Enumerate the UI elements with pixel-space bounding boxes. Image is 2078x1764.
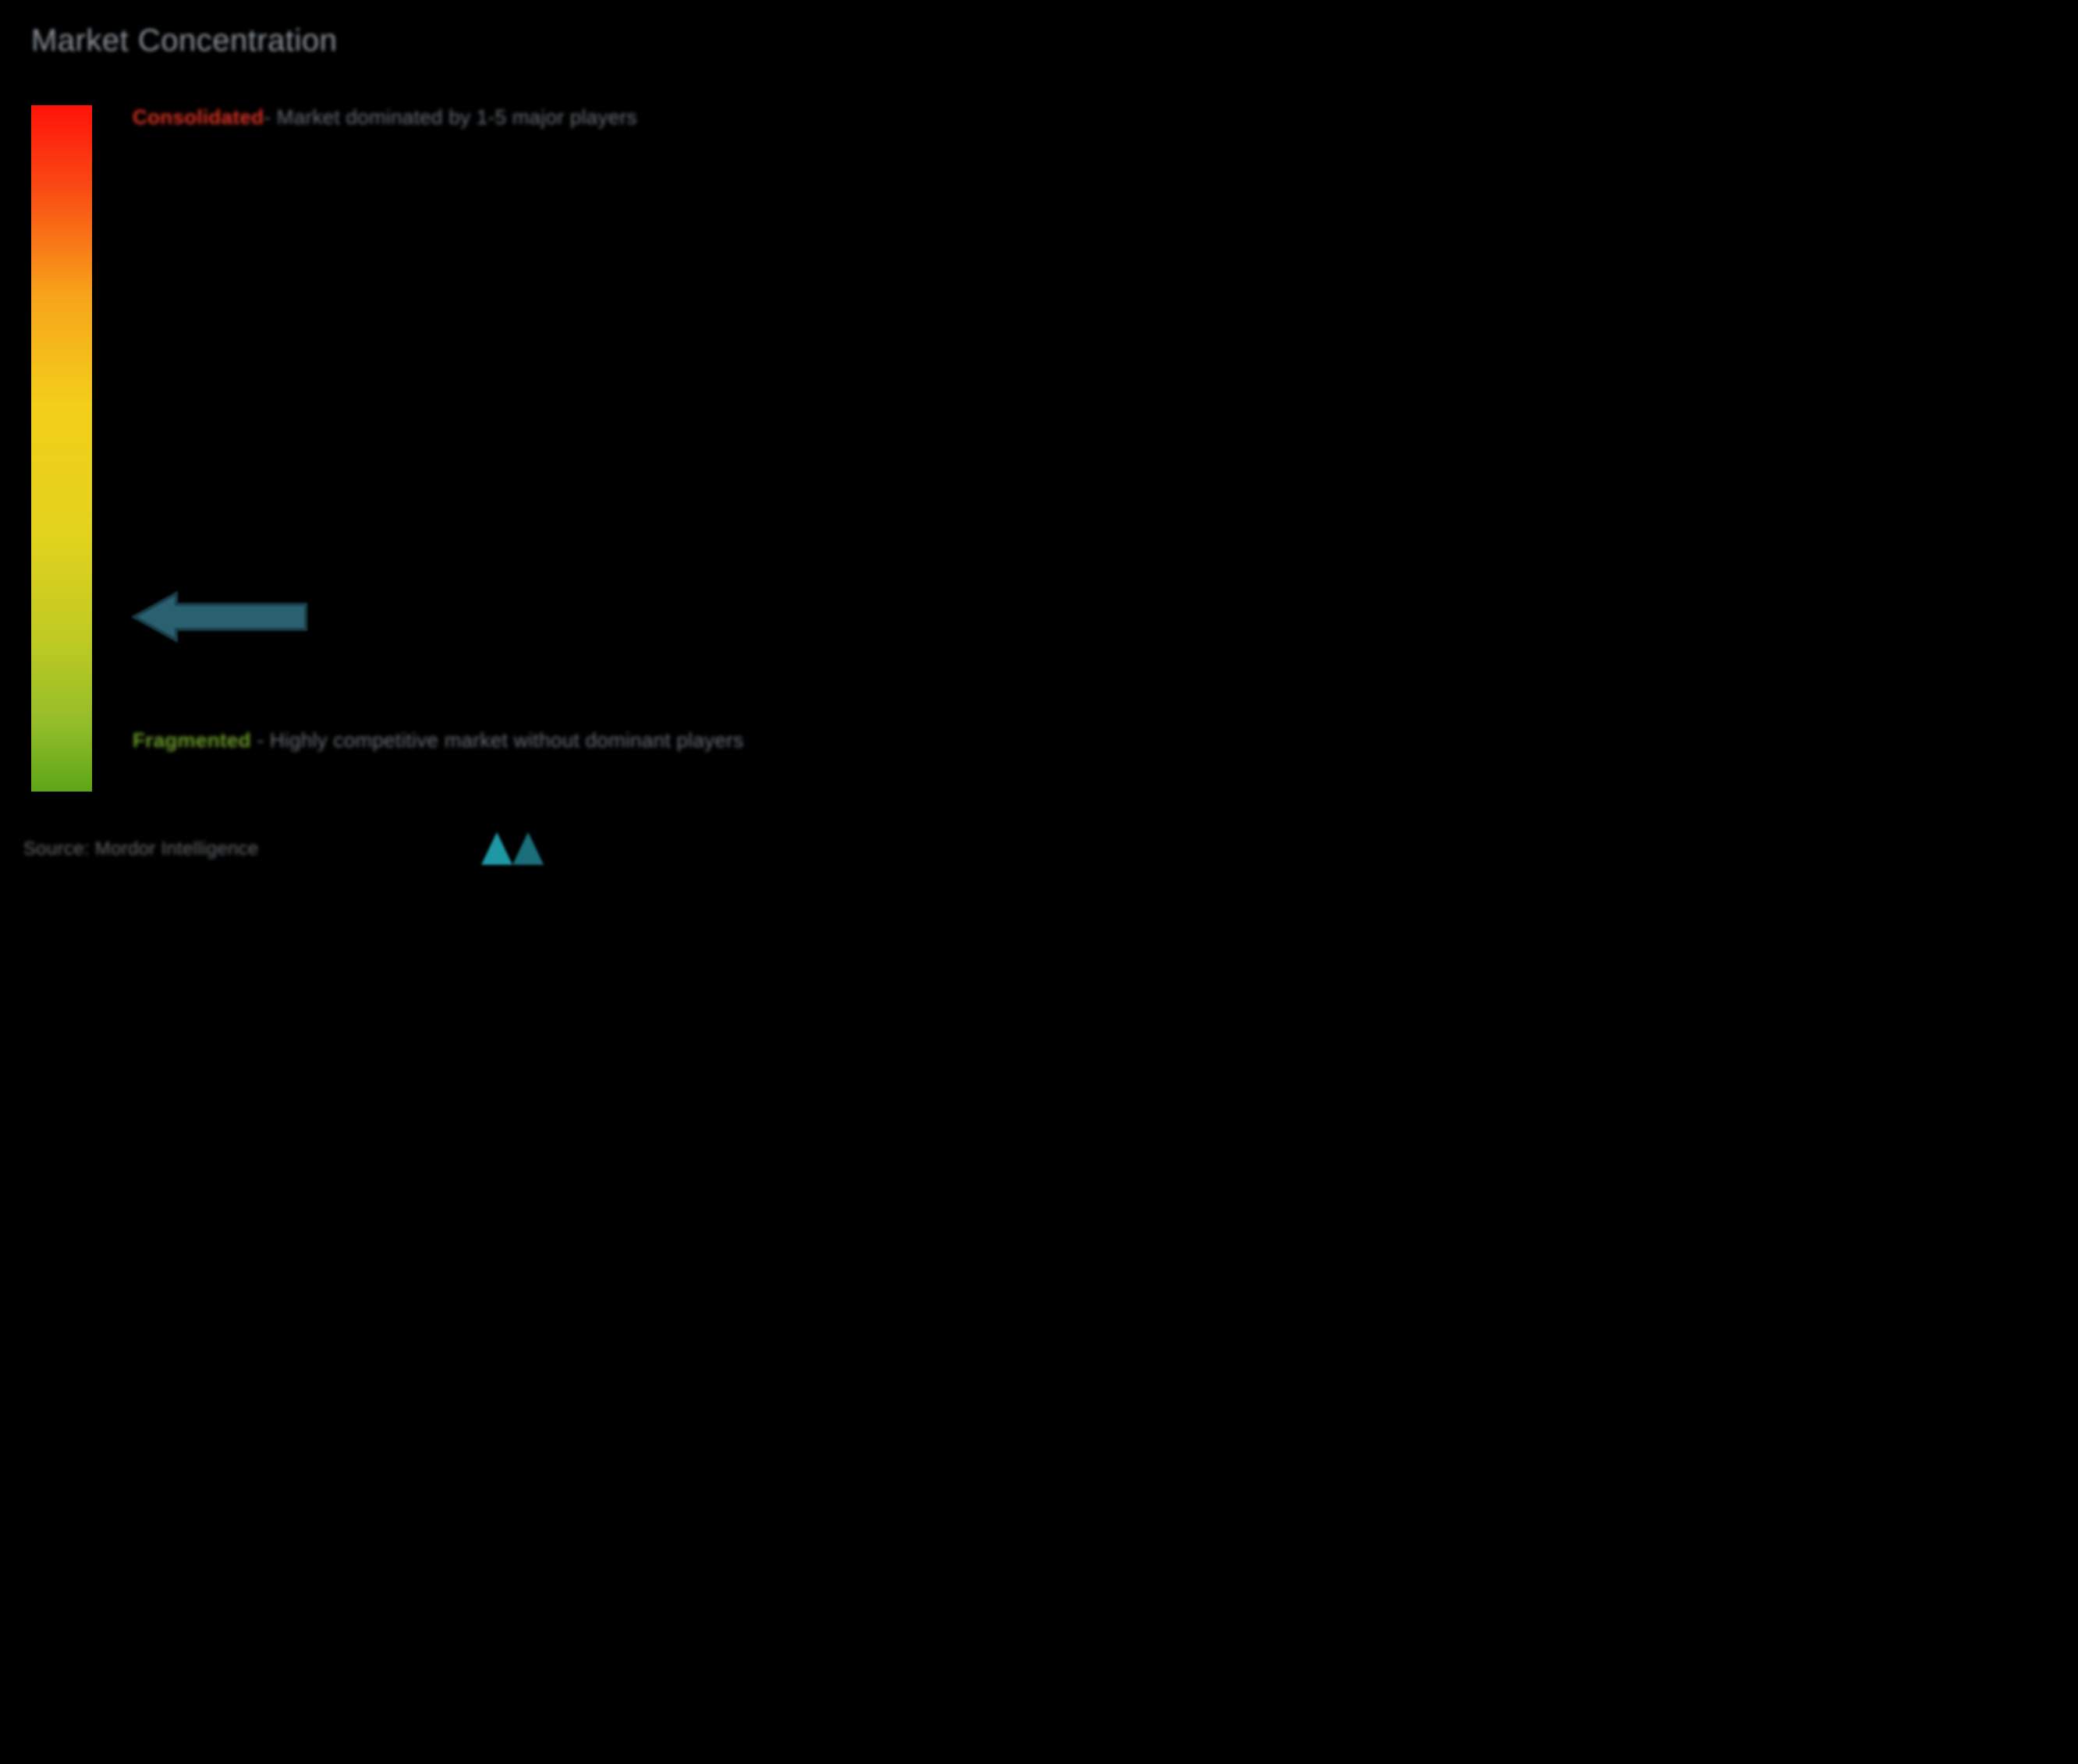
concentration-gradient-bar [31, 105, 92, 792]
gradient-rect [31, 105, 92, 792]
consolidated-label: Consolidated- Market dominated by 1-5 ma… [133, 105, 637, 129]
mordor-logo-icon [480, 829, 545, 866]
indicator-arrow-icon [131, 589, 310, 645]
infographic-container: Market Concentration Consolidated- Marke… [0, 0, 1039, 882]
logo-left-triangle [481, 832, 512, 865]
fragmented-label: Fragmented - Highly competitive market w… [133, 721, 743, 760]
logo-right-triangle [512, 832, 544, 865]
arrow-shape [134, 593, 306, 640]
source-attribution: Source: Mordor Intelligence [23, 838, 259, 860]
fragmented-label-strong: Fragmented [133, 728, 251, 752]
content-area: Consolidated- Market dominated by 1-5 ma… [31, 105, 1008, 807]
fragmented-label-desc: - Highly competitive market without domi… [251, 728, 743, 752]
consolidated-label-desc: - Market dominated by 1-5 major players [264, 105, 637, 129]
consolidated-label-strong: Consolidated [133, 105, 264, 129]
page-title: Market Concentration [31, 23, 1008, 58]
